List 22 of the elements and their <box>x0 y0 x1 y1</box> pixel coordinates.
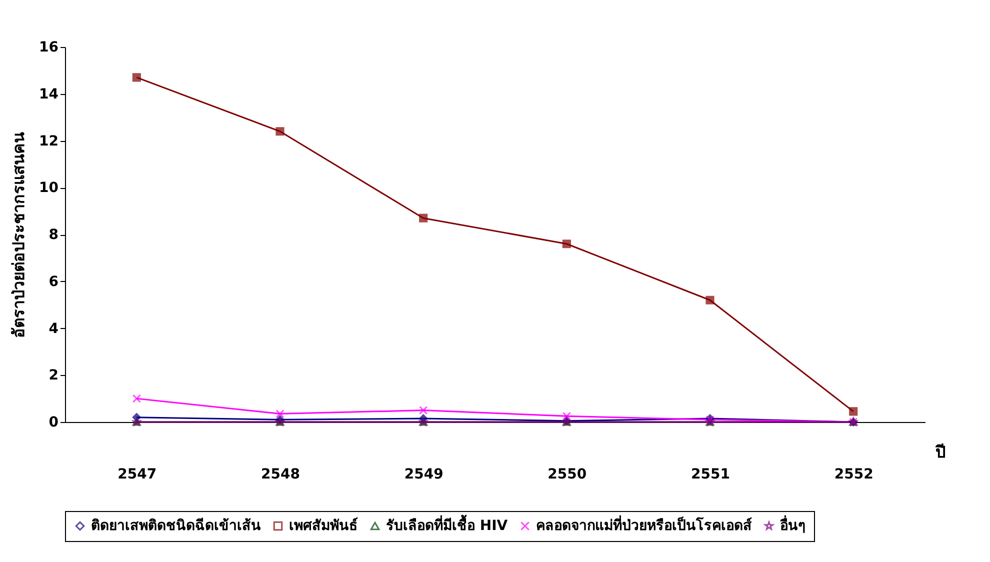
legend-label: คลอดจากแม่ที่ป่วยหรือเป็นโรคเอดส์ <box>536 515 752 534</box>
legend-label: ติดยาเสพติดชนิดฉีดเข้าเส้น <box>91 518 261 534</box>
y-tick-label: 4 <box>48 320 59 337</box>
x-tick-label: 2550 <box>548 466 587 482</box>
x-tick-label: 2551 <box>691 466 730 482</box>
y-tick-label: 8 <box>48 227 58 243</box>
x-tick-label: 2549 <box>404 466 444 482</box>
y-tick-label: 14 <box>39 86 59 102</box>
y-axis-title: อัตราป่วยต่อประชากรแสนคน <box>9 132 28 338</box>
x-tick-label: 2547 <box>118 466 157 482</box>
y-tick-label: 10 <box>39 180 59 196</box>
legend-label: รับเลือดที่มีเชื้อ HIV <box>386 514 508 534</box>
legend-label: เพศสัมพันธ์ <box>289 517 358 534</box>
y-tick-label: 16 <box>39 40 58 56</box>
y-tick-label: 12 <box>39 133 58 150</box>
x-tick-label: 2552 <box>834 466 874 482</box>
y-tick-label: 6 <box>48 274 58 290</box>
y-tick-label: 0 <box>48 414 59 430</box>
x-tick-label: 2548 <box>261 466 300 482</box>
y-tick-label: 2 <box>48 368 58 384</box>
x-axis-title: ปี <box>934 442 946 462</box>
legend-label: อื่นๆ <box>780 515 806 534</box>
